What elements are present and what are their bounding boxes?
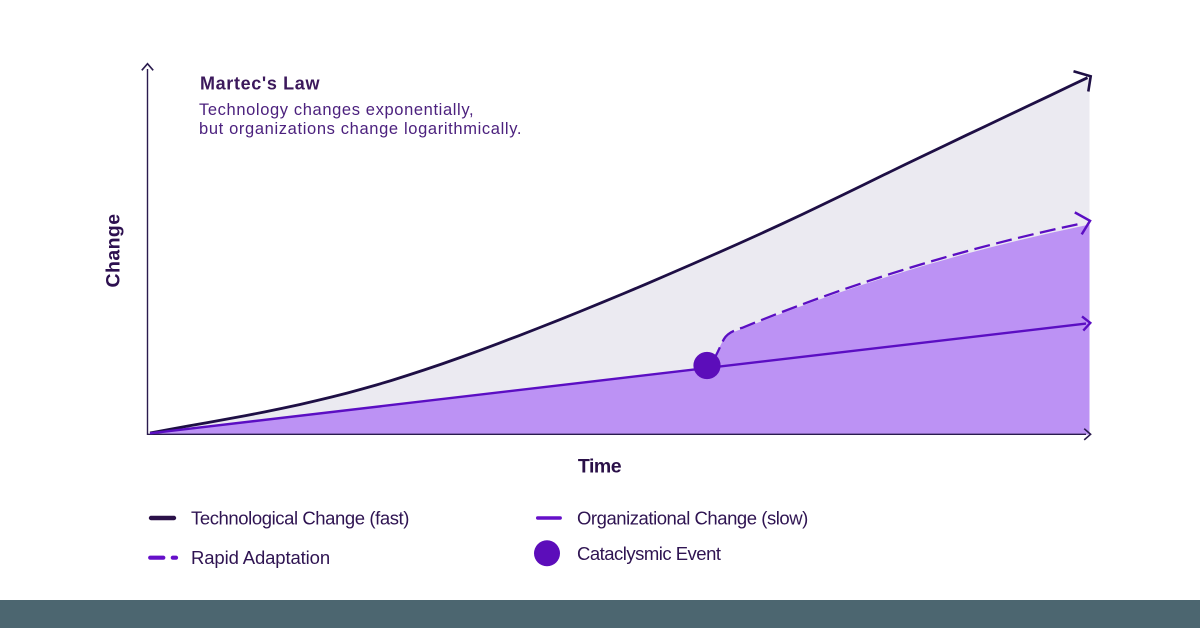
svg-text:but organizations change logar: but organizations change logarithmically… [199,120,522,138]
svg-text:Martec's Law: Martec's Law [200,74,320,94]
svg-text:Organizational Change (slow): Organizational Change (slow) [577,507,808,528]
svg-text:Cataclysmic Event: Cataclysmic Event [577,543,721,564]
svg-text:Change: Change [103,214,125,288]
svg-text:Time: Time [578,456,622,478]
svg-text:Technology changes exponential: Technology changes exponentially, [199,101,474,119]
svg-text:Rapid Adaptation: Rapid Adaptation [191,547,330,568]
svg-text:Technological Change (fast): Technological Change (fast) [191,507,409,528]
